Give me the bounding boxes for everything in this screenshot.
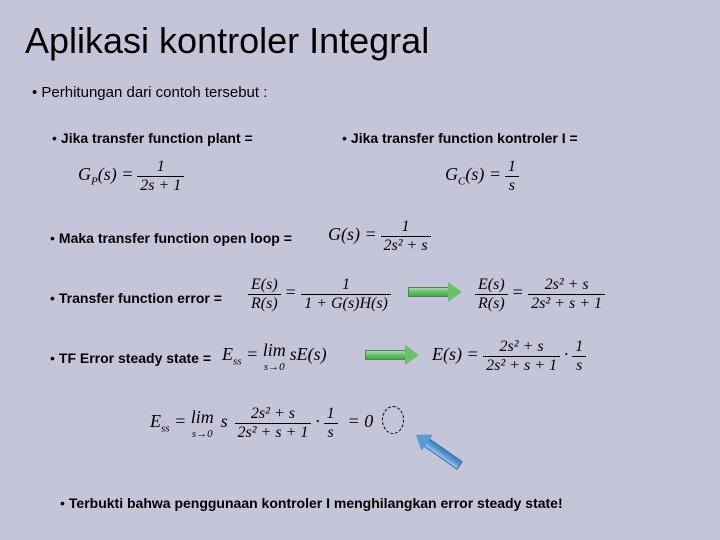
error-formula-1: E(s) R(s) = 1 1 + G(s)H(s) (248, 276, 391, 312)
subtitle: • Perhitungan dari contoh tersebut : (0, 62, 720, 101)
error-formula-2: E(s) R(s) = 2s² + s 2s² + s + 1 (475, 276, 605, 312)
ess-formula-1: Ess = lim s→0 sE(s) (222, 340, 327, 373)
arrow-icon (408, 282, 463, 302)
ess-formula-2: E(s) = 2s² + s 2s² + s + 1 · 1 s (432, 338, 586, 374)
error-label: •Transfer function error = (50, 290, 222, 306)
arrow-icon (409, 426, 466, 474)
controller-label: •Jika transfer function kontroler I = (342, 130, 578, 146)
gc-formula: GC(s) = 1 s (445, 158, 519, 194)
gp-formula: GP(s) = 1 2s + 1 (78, 158, 184, 194)
plant-label: •Jika transfer function plant = (52, 130, 253, 146)
steady-label: •TF Error steady state = (50, 350, 211, 366)
gs-formula: G(s) = 1 2s² + s (328, 218, 431, 254)
conclusion: •Terbukti bahwa penggunaan kontroler I m… (60, 495, 563, 511)
arrow-icon (365, 345, 420, 365)
highlight-circle (382, 406, 404, 434)
final-formula: Ess = lim s→0 s 2s² + s 2s² + s + 1 · 1 … (150, 405, 373, 441)
openloop-label: •Maka transfer function open loop = (50, 230, 292, 246)
page-title: Aplikasi kontroler Integral (0, 0, 720, 62)
